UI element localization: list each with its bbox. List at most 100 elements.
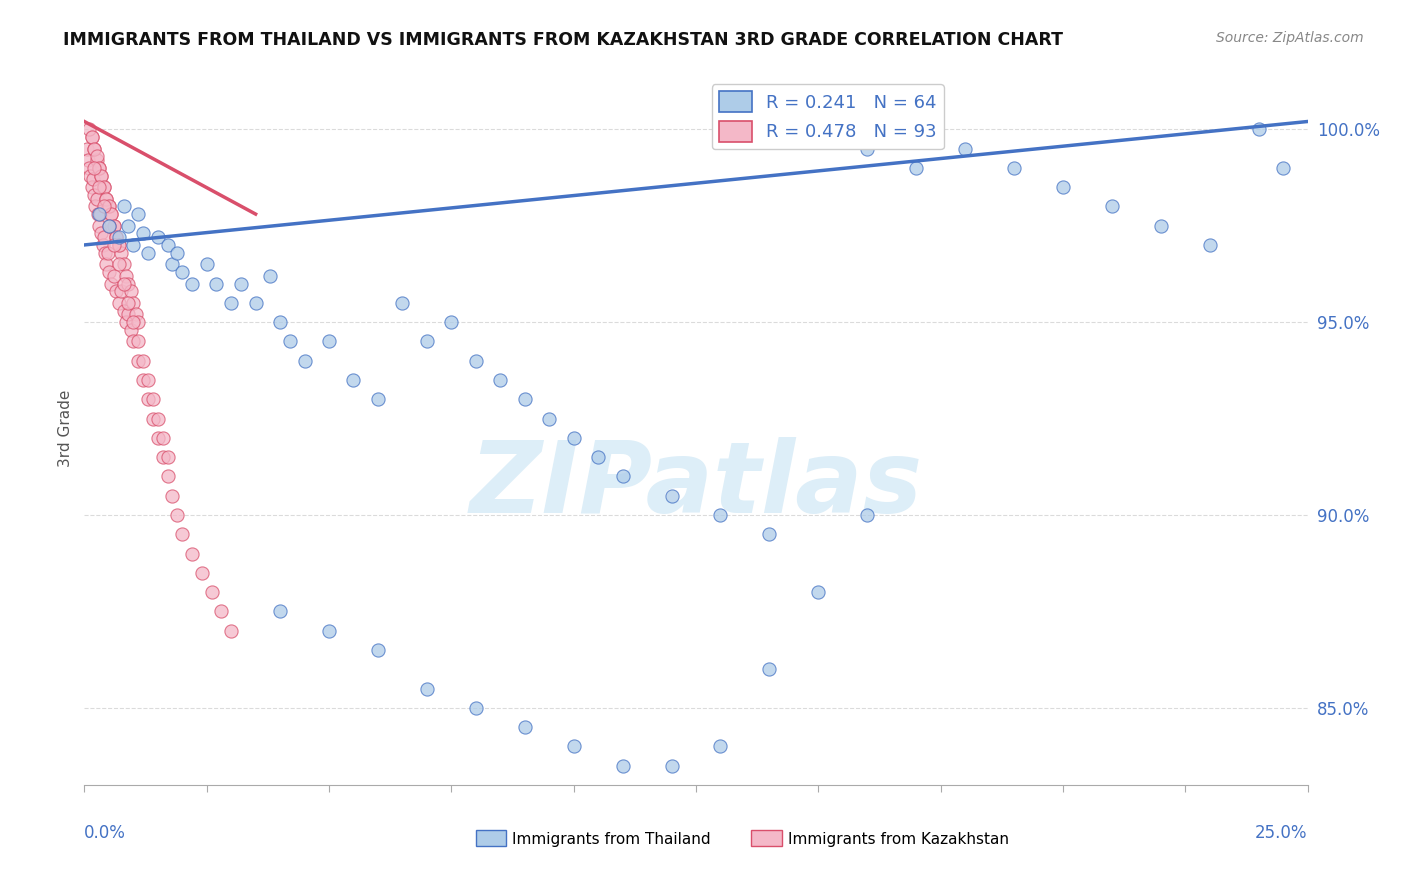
Point — [97, 245, 120, 260]
Point — [93, 180, 115, 194]
Point — [87, 161, 110, 175]
Point — [83, 161, 105, 175]
Point — [97, 265, 120, 279]
Point — [709, 739, 731, 754]
Point — [110, 245, 132, 260]
Point — [166, 245, 188, 260]
Text: ZIPatlas: ZIPatlas — [470, 437, 922, 533]
Point — [1101, 199, 1123, 213]
Point — [205, 277, 228, 291]
Point — [77, 122, 100, 136]
Point — [100, 207, 122, 221]
Point — [115, 268, 138, 283]
Point — [440, 315, 463, 329]
Point — [87, 180, 110, 194]
Point — [87, 219, 110, 233]
Point — [97, 219, 120, 233]
Point — [103, 219, 125, 233]
Point — [209, 604, 232, 618]
Point — [229, 277, 252, 291]
Point — [181, 547, 204, 561]
Point — [112, 277, 135, 291]
Point — [117, 295, 139, 310]
FancyBboxPatch shape — [475, 830, 506, 846]
Point — [856, 141, 879, 155]
Point — [77, 161, 100, 175]
Point — [100, 207, 122, 221]
Y-axis label: 3rd Grade: 3rd Grade — [58, 390, 73, 467]
Point — [136, 373, 159, 387]
Text: 0.0%: 0.0% — [84, 824, 127, 842]
Point — [318, 334, 340, 349]
Point — [166, 508, 188, 522]
Point — [416, 334, 439, 349]
Point — [80, 130, 103, 145]
Point — [86, 149, 108, 163]
Point — [117, 219, 139, 233]
Point — [86, 153, 108, 167]
Legend: R = 0.241   N = 64, R = 0.478   N = 93: R = 0.241 N = 64, R = 0.478 N = 93 — [711, 84, 943, 149]
Point — [391, 295, 413, 310]
Point — [91, 238, 114, 252]
Point — [162, 489, 184, 503]
Point — [142, 411, 165, 425]
Point — [278, 334, 301, 349]
Point — [117, 277, 139, 291]
Point — [97, 219, 120, 233]
Text: Source: ZipAtlas.com: Source: ZipAtlas.com — [1216, 31, 1364, 45]
Point — [245, 295, 267, 310]
Point — [538, 411, 561, 425]
Point — [162, 257, 184, 271]
Point — [1247, 122, 1270, 136]
Point — [115, 315, 138, 329]
Point — [97, 199, 120, 213]
Point — [112, 257, 135, 271]
Point — [807, 585, 830, 599]
Point — [107, 238, 129, 252]
Point — [87, 207, 110, 221]
Point — [93, 199, 115, 213]
Point — [83, 187, 105, 202]
Point — [122, 334, 145, 349]
Point — [156, 450, 179, 464]
Point — [856, 508, 879, 522]
Point — [90, 227, 112, 241]
Point — [367, 643, 389, 657]
Point — [807, 122, 830, 136]
Text: Immigrants from Thailand: Immigrants from Thailand — [513, 831, 711, 847]
Point — [1272, 161, 1295, 175]
Point — [1198, 238, 1220, 252]
Point — [953, 141, 976, 155]
Point — [758, 662, 780, 676]
Point — [758, 527, 780, 541]
Point — [367, 392, 389, 407]
Point — [82, 172, 104, 186]
Point — [89, 207, 111, 221]
Point — [105, 284, 128, 298]
Point — [132, 353, 155, 368]
Point — [80, 130, 103, 145]
Point — [127, 334, 149, 349]
Point — [172, 527, 194, 541]
Point — [110, 284, 132, 298]
Point — [513, 392, 536, 407]
Point — [112, 199, 135, 213]
Point — [76, 141, 98, 155]
Point — [342, 373, 364, 387]
Point — [152, 450, 174, 464]
Point — [79, 169, 101, 183]
Point — [219, 295, 242, 310]
Point — [77, 153, 100, 167]
Point — [90, 169, 112, 183]
Point — [84, 199, 107, 213]
Point — [107, 238, 129, 252]
Point — [464, 701, 486, 715]
Point — [136, 245, 159, 260]
Point — [612, 758, 634, 772]
Point — [661, 489, 683, 503]
Point — [464, 353, 486, 368]
Point — [96, 192, 118, 206]
Point — [219, 624, 242, 638]
Point — [709, 508, 731, 522]
Point — [152, 431, 174, 445]
